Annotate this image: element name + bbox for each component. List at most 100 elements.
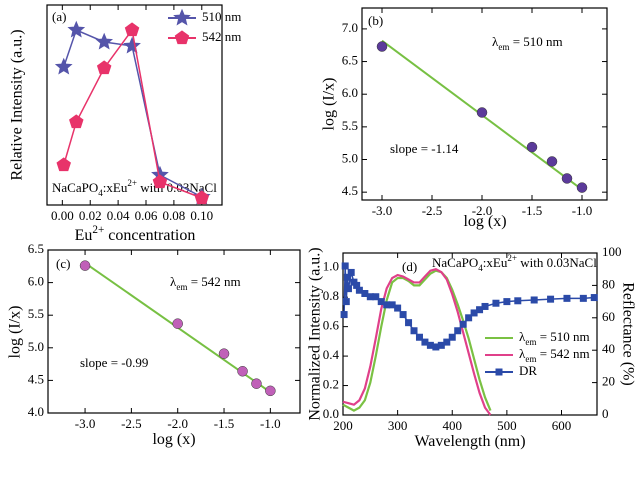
point <box>265 385 276 397</box>
y2-tick-label: 60 <box>602 309 615 324</box>
point <box>355 286 363 294</box>
point <box>561 173 573 184</box>
x-tick-label: 300 <box>388 418 408 433</box>
y2-tick-label: 0 <box>602 406 609 421</box>
text-part: concentration <box>104 227 195 244</box>
point <box>448 333 456 341</box>
point <box>476 306 484 314</box>
legend-label: λem = 542 nm <box>519 346 590 364</box>
point <box>366 293 374 301</box>
text-part: = 510 nm <box>509 34 562 49</box>
panel-label: (c) <box>56 256 70 271</box>
x-tick-label: 0.06 <box>135 208 158 223</box>
text-part: = 542 nm <box>536 346 589 361</box>
point <box>251 378 262 389</box>
text-part: 2+ <box>127 178 137 188</box>
point <box>470 309 478 317</box>
text-part: em <box>176 282 187 292</box>
series-line <box>342 269 492 412</box>
text-part: 4 <box>98 188 103 198</box>
plot-frame <box>342 252 598 416</box>
y-tick-label: 0.0 <box>323 406 339 421</box>
text-part: slope = -0.99 <box>80 355 148 370</box>
point <box>172 318 183 329</box>
y-tick-label: 4.5 <box>342 183 358 198</box>
point <box>376 41 388 52</box>
annotation: NaCaPO4:xEu2+ with 0.03NaCl <box>432 253 597 273</box>
legend-label: 510 nm <box>202 9 241 24</box>
x-tick-label: -1.0 <box>260 416 281 431</box>
legend-marker <box>173 8 191 26</box>
text-part: 510 nm <box>202 9 241 24</box>
annotation: slope = -0.99 <box>80 355 148 370</box>
text-part: em <box>525 354 536 364</box>
point <box>347 268 355 276</box>
point <box>388 301 396 309</box>
point <box>383 301 391 309</box>
y-tick-label: 6.5 <box>28 241 44 256</box>
y-tick-label: 5.0 <box>342 150 358 165</box>
x-tick-label: -1.5 <box>522 203 543 218</box>
point <box>546 156 558 167</box>
y2-tick-label: 80 <box>602 276 615 291</box>
text-part: Wavelength (nm) <box>414 433 525 450</box>
point <box>481 302 489 310</box>
y-axis-label: log (I/x) <box>7 306 24 359</box>
point <box>579 294 587 302</box>
annotation: slope = -1.14 <box>390 141 459 156</box>
legend-label: DR <box>519 363 537 378</box>
x-tick-label: 0.04 <box>107 208 130 223</box>
x-tick-label: -1.5 <box>214 416 235 431</box>
x-tick-label: 0.00 <box>51 208 74 223</box>
y-axis-label: Normalized Intensity (a.u.) <box>307 247 324 420</box>
y-tick-label: 4.0 <box>28 404 44 419</box>
text-part: λ <box>519 329 526 344</box>
y-tick-label: 0.8 <box>323 288 339 303</box>
panel-label: (d) <box>402 259 417 274</box>
legend-label: 542 nm <box>202 29 241 44</box>
point <box>576 182 588 193</box>
text-part: λ <box>170 274 177 289</box>
point <box>590 294 598 302</box>
x-tick-label: -3.0 <box>372 203 393 218</box>
x-tick-label: -2.5 <box>422 203 443 218</box>
point <box>54 57 73 75</box>
y2-tick-label: 100 <box>602 244 622 259</box>
point <box>426 341 434 349</box>
point <box>340 311 348 319</box>
point <box>56 157 71 172</box>
point <box>123 36 141 54</box>
y2-tick-label: 20 <box>602 374 615 389</box>
x-axis-label: Wavelength (nm) <box>414 433 525 450</box>
point <box>437 341 445 349</box>
y-tick-label: 5.0 <box>28 339 44 354</box>
legend-label: λem = 510 nm <box>519 329 590 347</box>
x-tick-label: 0.10 <box>190 208 213 223</box>
y-tick-label: 1.0 <box>323 259 339 274</box>
x-tick-label: -2.5 <box>121 416 142 431</box>
text-part: = 510 nm <box>536 329 589 344</box>
point <box>432 343 440 351</box>
annotation: λem = 542 nm <box>170 274 241 292</box>
text-part: :xEu <box>483 255 508 270</box>
point <box>526 141 538 153</box>
text-part: 2+ <box>507 253 517 263</box>
series-line <box>63 28 203 198</box>
point <box>342 298 350 306</box>
point <box>459 320 467 328</box>
y-tick-label: 0.6 <box>323 318 340 333</box>
point <box>503 298 511 306</box>
text-part: log (x) <box>152 431 195 448</box>
y-tick-label: 6.0 <box>28 274 44 289</box>
y-tick-label: 0.2 <box>323 377 339 392</box>
text-part: :xEu <box>103 180 128 195</box>
point <box>405 319 413 327</box>
text-part: 2+ <box>92 224 104 236</box>
y-tick-label: 6.5 <box>342 53 358 68</box>
text-part: = 542 nm <box>187 274 240 289</box>
text-part: 542 nm <box>202 29 241 44</box>
point <box>152 174 168 189</box>
point <box>361 290 369 297</box>
point <box>476 107 488 118</box>
y-axis-label: log (I/x) <box>321 78 338 131</box>
